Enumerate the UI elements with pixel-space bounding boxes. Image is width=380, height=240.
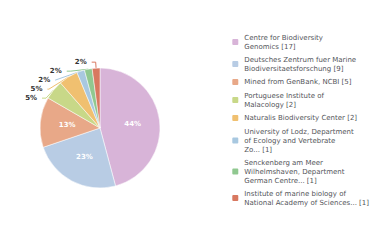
svg-text:Naturalis Biodiversity Center: Naturalis Biodiversity Center [2] (244, 114, 357, 122)
svg-text:National Academy of Sciences..: National Academy of Sciences... [1] (244, 199, 369, 207)
svg-text:Genomics [17]: Genomics [17] (244, 43, 296, 51)
svg-text:Senckenberg am Meer: Senckenberg am Meer (244, 159, 323, 167)
svg-text:Zo... [1]: Zo... [1] (244, 146, 272, 154)
svg-text:of Ecology and Vertebrate: of Ecology and Vertebrate (244, 137, 335, 145)
svg-text:Portuguese Institute of: Portuguese Institute of (244, 92, 324, 100)
svg-text:Deutsches Zentrum fuer Marine: Deutsches Zentrum fuer Marine (244, 56, 356, 64)
svg-text:Mined from GenBank, NCBI [5]: Mined from GenBank, NCBI [5] (244, 78, 352, 86)
svg-text:2%: 2% (38, 76, 50, 84)
svg-text:Biodiversitaetsforschung [9]: Biodiversitaetsforschung [9] (244, 65, 343, 73)
svg-text:5%: 5% (25, 94, 37, 102)
svg-text:University of Lodz, Department: University of Lodz, Department (244, 128, 354, 136)
svg-text:23%: 23% (76, 153, 93, 161)
svg-text:44%: 44% (124, 120, 141, 128)
svg-text:Wilhelmshaven, Department: Wilhelmshaven, Department (244, 168, 344, 176)
svg-text:2%: 2% (75, 58, 87, 66)
svg-text:German Centre... [1]: German Centre... [1] (244, 177, 317, 185)
svg-text:13%: 13% (59, 121, 76, 129)
svg-text:Malacology [2]: Malacology [2] (244, 101, 296, 109)
svg-text:5%: 5% (31, 85, 43, 93)
svg-text:Centre for Biodiversity: Centre for Biodiversity (244, 34, 323, 42)
svg-text:2%: 2% (50, 67, 62, 75)
svg-text:Institute of marine biology of: Institute of marine biology of (244, 190, 346, 198)
